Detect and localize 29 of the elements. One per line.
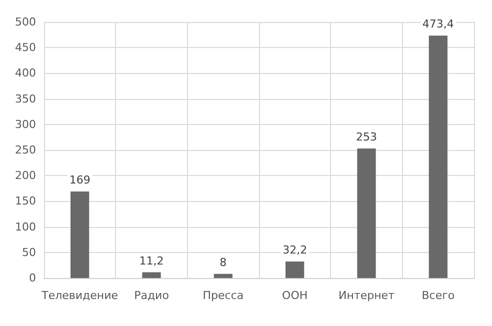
bar [70, 191, 90, 278]
y-tick-label: 250 [15, 144, 36, 156]
y-tick-label: 50 [22, 246, 36, 259]
y-tick-label: 150 [15, 194, 36, 208]
bar [214, 274, 232, 278]
y-tick-label: 500 [15, 16, 36, 28]
y-tick-label: 350 [15, 92, 36, 106]
x-tick-label: Интернет [338, 289, 396, 302]
x-tick-label: ООН [282, 289, 308, 302]
bar [357, 148, 376, 278]
data-label: 8 [220, 256, 227, 269]
x-tick-label: Телевидение [40, 289, 118, 302]
data-label: 253 [356, 130, 377, 144]
x-tick-label: Пресса [202, 289, 244, 302]
y-tick-label: 300 [15, 118, 36, 131]
y-tick-label: 200 [15, 169, 36, 182]
x-tick-label: Всего [422, 289, 455, 302]
y-tick-label: 450 [15, 41, 36, 54]
bar [142, 272, 161, 278]
data-label: 32,2 [282, 244, 308, 257]
bar [286, 262, 304, 278]
y-tick-label: 0 [29, 272, 36, 284]
x-tick-label: Радио [134, 289, 170, 302]
data-label: 11,2 [139, 254, 164, 268]
bar [428, 36, 448, 278]
data-label: 473,4 [422, 18, 454, 31]
y-tick-label: 400 [15, 66, 36, 80]
y-tick-label: 100 [15, 220, 36, 234]
data-label: 169 [69, 173, 90, 186]
